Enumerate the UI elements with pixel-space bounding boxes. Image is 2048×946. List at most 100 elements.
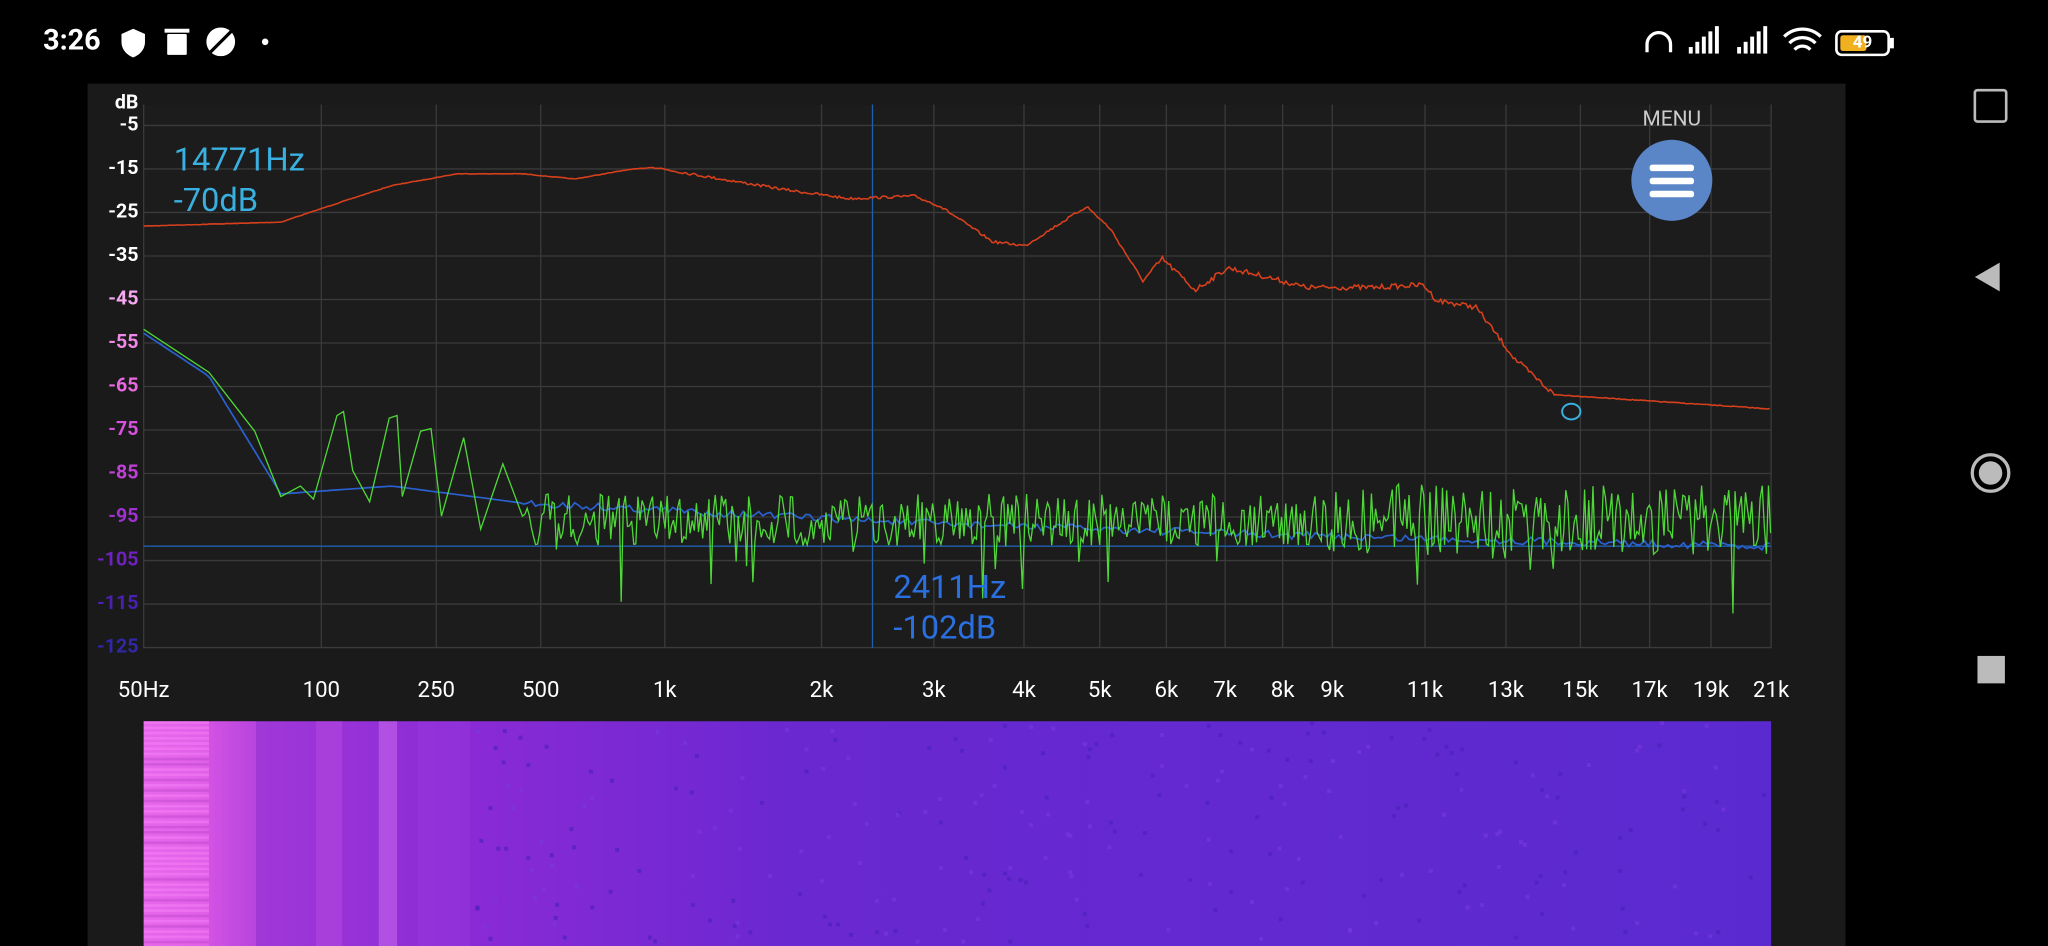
spectrogram-speck (1112, 829, 1117, 834)
x-tick-label: 5k (1088, 677, 1112, 703)
recents-button[interactable] (1977, 655, 2005, 684)
spectrogram-row (143, 804, 209, 808)
spectrogram-speck (1285, 887, 1290, 892)
spectrogram-speck (544, 744, 549, 749)
spectrogram-speck (1269, 795, 1274, 800)
x-tick-label: 21k (1753, 677, 1790, 703)
spectrogram-speck (552, 922, 557, 927)
spectrogram-speck (1496, 864, 1501, 869)
spectrogram-speck (1392, 814, 1397, 818)
spectrogram-speck (1082, 742, 1087, 747)
spectrogram-speck (1229, 849, 1233, 854)
spectrogram-speck (1327, 789, 1331, 794)
spectrogram-speck (828, 922, 832, 927)
spectrogram-speck (1628, 828, 1633, 833)
fullscreen-button[interactable] (1973, 88, 2008, 123)
spectrogram-speck (1539, 912, 1544, 916)
spectrogram-speck (760, 800, 765, 805)
spectrogram-speck (1300, 880, 1305, 885)
spectrogram-speck (1330, 759, 1335, 764)
spectrogram-speck (1513, 760, 1518, 765)
spectrogram-speck (574, 884, 579, 889)
spectrogram-speck (1362, 893, 1367, 898)
spectrogram-speck (488, 936, 493, 941)
spectrogram-speck (1007, 876, 1011, 881)
circle-slash (209, 30, 233, 54)
spectrogram-speck (1389, 735, 1394, 740)
spectrogram-speck (493, 746, 498, 751)
spectrogram-speck (562, 935, 567, 940)
spectrogram-speck (1623, 930, 1628, 935)
spectrogram-row (143, 815, 209, 818)
spectrogram-row (143, 914, 209, 918)
spectrogram-row (143, 888, 209, 892)
spectrogram-speck (683, 740, 688, 745)
spectrogram-row (143, 872, 209, 876)
spectrogram-speck (549, 853, 554, 858)
spectrogram-speck (804, 747, 809, 752)
spectrogram-band (208, 721, 256, 946)
spectrogram-speck (784, 727, 789, 732)
spectrogram-speck (1441, 812, 1446, 817)
spectrogram-speck (1673, 884, 1678, 889)
spectrogram-row (143, 736, 209, 740)
spectrogram-speck (1188, 878, 1193, 882)
spectrogram-speck (1065, 832, 1070, 837)
spectrogram-speck (1555, 795, 1560, 800)
x-tick-label: 17k (1632, 677, 1669, 703)
spectrogram-speck (735, 921, 740, 926)
spectrogram-speck (1660, 721, 1664, 726)
spectrogram-speck (1713, 765, 1718, 770)
spectrogram-speck (608, 889, 613, 894)
spectrogram-band (143, 721, 209, 946)
spectrogram-speck (1455, 772, 1459, 777)
axis-labels: -5 -15 -25 -35 -45 -55 -65 -75 -85 -95 -105 -115 -12… (97, 113, 1790, 703)
y-tick-label: -125 (97, 635, 138, 658)
home-button[interactable] (1970, 453, 2011, 493)
spectrogram-speck (1379, 878, 1384, 882)
spectrogram-speck (979, 793, 984, 798)
spectrogram-speck (852, 802, 857, 807)
spectrogram-speck (488, 806, 493, 811)
spectrogram-speck (707, 918, 712, 923)
spectrogram-row (143, 841, 209, 845)
spectrogram-row (143, 825, 209, 829)
spectrogram-row (143, 883, 209, 886)
spectrogram-row (143, 935, 209, 939)
spectrogram-speck (1435, 752, 1440, 757)
spectrogram-speck (1522, 842, 1527, 847)
spectrogram-speck (1404, 803, 1408, 808)
spectrogram-speck (1150, 773, 1155, 778)
spectrogram-row (143, 919, 209, 923)
spectrogram-speck (835, 922, 840, 927)
spectrogram-speck (1460, 747, 1465, 752)
spectrogram-speck (689, 790, 694, 795)
spectrogram-speck (1259, 936, 1264, 941)
spectrogram-speck (1563, 870, 1568, 875)
spectrogram-speck (1043, 855, 1048, 860)
spectrogram-speck (1457, 889, 1462, 894)
spectrogram-speck (609, 778, 614, 783)
spectrogram-speck (1249, 900, 1254, 905)
spectrogram-band (316, 721, 343, 946)
spectrogram-row (143, 846, 209, 850)
spectrogram-speck (1088, 824, 1092, 829)
spectrogram-speck (768, 874, 772, 879)
spectrogram-row (143, 726, 209, 730)
battery-level (1840, 35, 1867, 51)
spectrogram-speck (569, 827, 574, 832)
spectrogram-speck (915, 939, 920, 944)
spectrogram-speck (1229, 889, 1233, 894)
x-tick-label: 11k (1407, 677, 1444, 703)
spectrogram-speck (1321, 730, 1326, 735)
spectrogram-row (143, 783, 209, 787)
spectrogram-speck (1657, 743, 1662, 748)
spectrogram-row (143, 721, 209, 724)
spectrogram-speck (653, 939, 657, 944)
spectrogram-speck (694, 753, 699, 758)
spectrogram-speck (526, 855, 531, 860)
x-tick-label: 13k (1488, 677, 1525, 703)
back-button[interactable] (1974, 262, 2000, 292)
spectrogram-speck (953, 736, 958, 741)
spectrogram-speck (1069, 874, 1074, 879)
